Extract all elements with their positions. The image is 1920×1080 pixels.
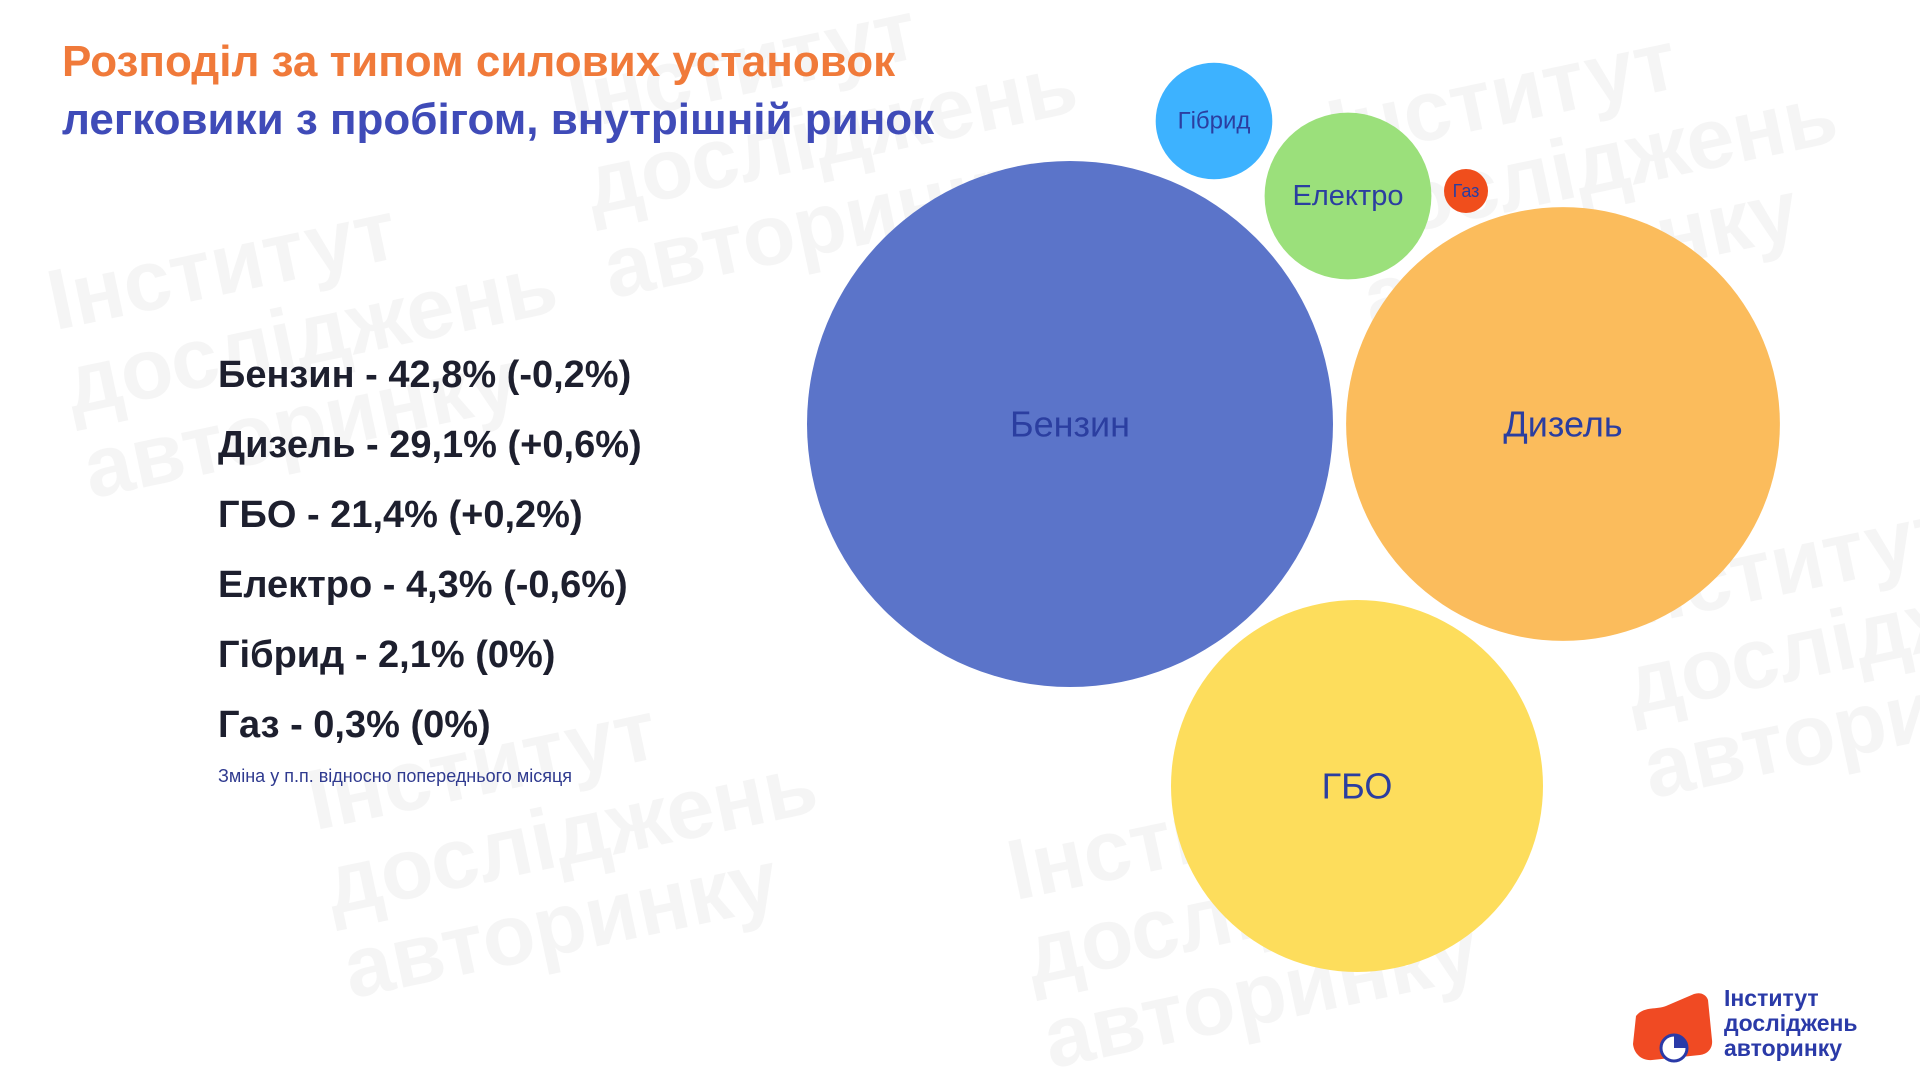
- logo-circle-ring: [1659, 1033, 1689, 1063]
- chart-title-block: Розподіл за типом силових установок легк…: [62, 34, 934, 150]
- legend-item-gaz: Газ - 0,3% (0%): [218, 704, 491, 746]
- logo-mark-icon: [1633, 993, 1713, 1063]
- logo-text-line: досліджень: [1724, 1010, 1858, 1036]
- bubble-label-elektro: Електро: [1293, 180, 1404, 212]
- logo-text-line: авторинку: [1724, 1035, 1843, 1061]
- bubble-dyzel: [1346, 207, 1780, 641]
- logo-text-line: Інститут: [1724, 985, 1819, 1011]
- bubble-label-gbo: ГБО: [1322, 766, 1393, 807]
- legend-footnote: Зміна у п.п. відносно попереднього місяц…: [218, 766, 572, 786]
- bubble-label-dyzel: Дизель: [1503, 404, 1622, 445]
- legend-item-gbo: ГБО - 21,4% (+0,2%): [218, 494, 583, 536]
- chart-subtitle: легковики з пробігом, внутрішній ринок: [62, 95, 935, 144]
- bubble-label-hibryd: Гібрид: [1178, 108, 1251, 135]
- bubble-benzyn: [807, 161, 1333, 687]
- logo-circle-sector: [1674, 1035, 1687, 1048]
- bubble-gaz: [1444, 169, 1488, 213]
- bubble-label-benzyn: Бензин: [1010, 404, 1130, 445]
- institute-logo: Інститут досліджень авторинку: [1622, 986, 1912, 1066]
- bubble-elektro: [1264, 112, 1432, 280]
- legend-item-benzyn: Бензин - 42,8% (-0,2%): [218, 354, 632, 396]
- legend-item-dyzel: Дизель - 29,1% (+0,6%): [218, 424, 642, 466]
- legend-list: Бензин - 42,8% (-0,2%) Дизель - 29,1% (+…: [218, 340, 642, 788]
- bubble-gbo: [1171, 600, 1543, 972]
- legend-item-elektro: Електро - 4,3% (-0,6%): [218, 564, 628, 606]
- logo-shape: [1633, 993, 1713, 1061]
- bubble-hibryd: [1155, 62, 1273, 180]
- bubble-label-gaz: Газ: [1453, 181, 1480, 201]
- legend-item-hibryd: Гібрид - 2,1% (0%): [218, 634, 556, 676]
- logo-text: Інститут досліджень авторинку: [1724, 986, 1858, 1061]
- chart-title: Розподіл за типом силових установок: [62, 37, 896, 86]
